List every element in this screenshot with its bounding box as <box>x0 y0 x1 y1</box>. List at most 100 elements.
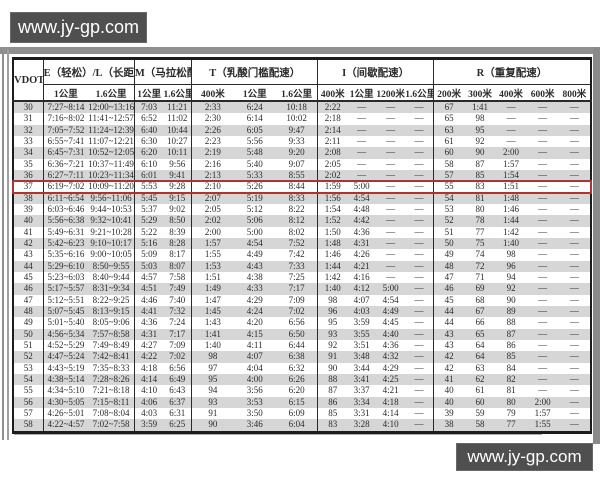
column-header-vdot: VDOT <box>13 58 44 102</box>
cell-pace: 9:28 <box>169 181 186 192</box>
cell-pace: 61 <box>432 135 465 148</box>
cell-vdot: 47 <box>23 294 33 305</box>
cell-pace: 4:42 <box>353 215 370 226</box>
cell-vdot: 57 <box>23 408 33 419</box>
cell-pace: 7:09 <box>169 340 186 351</box>
cell-pace: 5:19 <box>246 192 263 203</box>
cell-pace: — <box>569 124 579 135</box>
distance-header: 300米 <box>464 84 496 102</box>
cell-pace: 5:37 <box>133 203 164 216</box>
cell-pace: 2:23 <box>191 135 234 148</box>
cell-pace: 46 <box>432 283 465 295</box>
cell-pace: 5:00 <box>382 283 399 294</box>
cell-pace: 6:49 <box>169 374 186 385</box>
cell-pace: — <box>386 192 396 203</box>
table-row: 53 4:43~5:19 7:35~8:33 4:18 6:56 97 4:04 6:32 90… <box>13 362 591 374</box>
table-row: 40 5:56~6:38 9:32~10:41 5:29 8:50 2:02 5:06 8:1… <box>13 215 591 227</box>
cell-pace: — <box>386 260 396 271</box>
cell-pace: 3:41 <box>353 374 370 385</box>
table-row: 43 5:35~6:16 9:00~10:05 5:09 8:17 1:55 4:49 7:4… <box>13 249 591 261</box>
cell-pace: 2:14 <box>317 124 348 136</box>
cell-pace: 7:24 <box>169 317 186 328</box>
cell-pace: — <box>386 226 396 237</box>
table-body: 30 7:27~8:14 12:00~13:16 7:03 11:21 2:33 6:24 1… <box>12 101 592 433</box>
cell-pace: 1:54 <box>503 170 520 181</box>
cell-pace: 6:52 <box>133 113 164 125</box>
cell-pace: 10:44 <box>167 124 188 135</box>
table-row: 48 5:07~5:45 8:13~9:15 4:41 7:32 1:45 4:24 7:02… <box>13 305 591 318</box>
group-header-interval: I（间歇配速） <box>317 58 434 85</box>
cell-pace: 3:34 <box>353 396 370 407</box>
cell-pace: 4:22~4:57 <box>42 419 89 433</box>
cell-pace: — <box>569 192 579 203</box>
cell-pace: 6:45~7:31 <box>42 147 89 159</box>
cell-vdot: 38 <box>23 192 33 203</box>
cell-pace: — <box>386 158 396 169</box>
cell-pace: 1:40 <box>317 283 348 295</box>
table-row: 49 5:01~5:40 8:05~9:06 4:36 7:24 1:43 4:20 6:56… <box>13 317 591 329</box>
cell-pace: 90 <box>191 419 234 433</box>
cell-pace: — <box>538 136 548 147</box>
cell-pace: 3:31 <box>353 408 370 419</box>
cell-pace: 8:07 <box>169 260 186 271</box>
cell-pace: 1:57 <box>191 237 234 250</box>
cell-pace: — <box>569 204 579 215</box>
table-row: 51 4:52~5:29 7:49~8:49 4:27 7:09 1:40 4:11 6:44… <box>13 339 591 352</box>
cell-pace: — <box>414 306 424 317</box>
cell-pace: 6:19~7:02 <box>42 181 89 193</box>
cell-pace: — <box>414 408 424 419</box>
cell-pace: 60 <box>432 147 465 159</box>
cell-pace: 98 <box>475 113 485 124</box>
cell-pace: — <box>538 317 548 328</box>
cell-pace: 5:29 <box>133 215 164 227</box>
cell-pace: 4:11 <box>246 340 263 351</box>
cell-pace: 4:49 <box>382 306 399 317</box>
cell-vdot: 50 <box>23 328 33 339</box>
cell-pace: 7:16~8:02 <box>42 113 89 125</box>
cell-pace: 6:05 <box>246 124 263 135</box>
page-edge-left <box>2 50 4 440</box>
cell-vdot: 53 <box>23 362 33 373</box>
cell-pace: 5:07~5:45 <box>42 305 89 318</box>
cell-pace: — <box>538 385 548 396</box>
cell-pace: 5:17~5:57 <box>42 283 89 295</box>
cell-pace: 4:26~5:01 <box>42 407 89 420</box>
cell-pace: 1:56 <box>317 192 348 204</box>
cell-pace: 64 <box>475 351 485 362</box>
cell-pace: 2:26 <box>191 124 234 136</box>
cell-pace: 5:12~5:51 <box>42 294 89 306</box>
cell-pace: 5:29~6:10 <box>42 260 89 272</box>
cell-pace: 5:12 <box>246 204 263 215</box>
cell-pace: — <box>538 272 548 283</box>
cell-pace: 3:55 <box>353 328 370 339</box>
cell-pace: 3:48 <box>353 351 370 362</box>
cell-pace: — <box>538 249 548 260</box>
group-header-repetition: R（重复配速） <box>432 58 591 85</box>
cell-pace: 7:02 <box>288 306 305 317</box>
cell-pace: 54 <box>432 192 465 204</box>
cell-pace: — <box>414 215 424 226</box>
cell-pace: — <box>414 238 424 249</box>
cell-pace: — <box>538 340 548 351</box>
cell-pace: 5:01~5:40 <box>42 317 89 329</box>
cell-pace: 51 <box>432 226 465 238</box>
cell-pace: — <box>569 226 579 237</box>
cell-vdot: 40 <box>23 215 33 226</box>
cell-vdot: 33 <box>23 136 33 147</box>
cell-pace: 8:39 <box>169 226 186 237</box>
cell-pace: — <box>569 340 579 351</box>
cell-pace: 5:09 <box>133 249 164 261</box>
cell-vdot: 55 <box>23 385 33 396</box>
cell-pace: 6:24 <box>246 102 263 113</box>
cell-pace: 6:25 <box>169 419 186 430</box>
cell-pace: 1:48 <box>503 192 520 203</box>
cell-pace: 1:53 <box>191 260 234 272</box>
page-edge-top <box>0 47 600 54</box>
cell-pace: 4:46 <box>133 294 164 306</box>
table-row: 32 7:05~7:52 11:24~12:39 6:40 10:44 2:26 6:05 9… <box>13 124 591 136</box>
cell-pace: 93 <box>191 396 234 408</box>
cell-pace: — <box>569 317 579 328</box>
cell-pace: 2:13 <box>191 169 234 182</box>
cell-pace: 5:33 <box>246 170 263 181</box>
cell-pace: — <box>414 351 424 362</box>
